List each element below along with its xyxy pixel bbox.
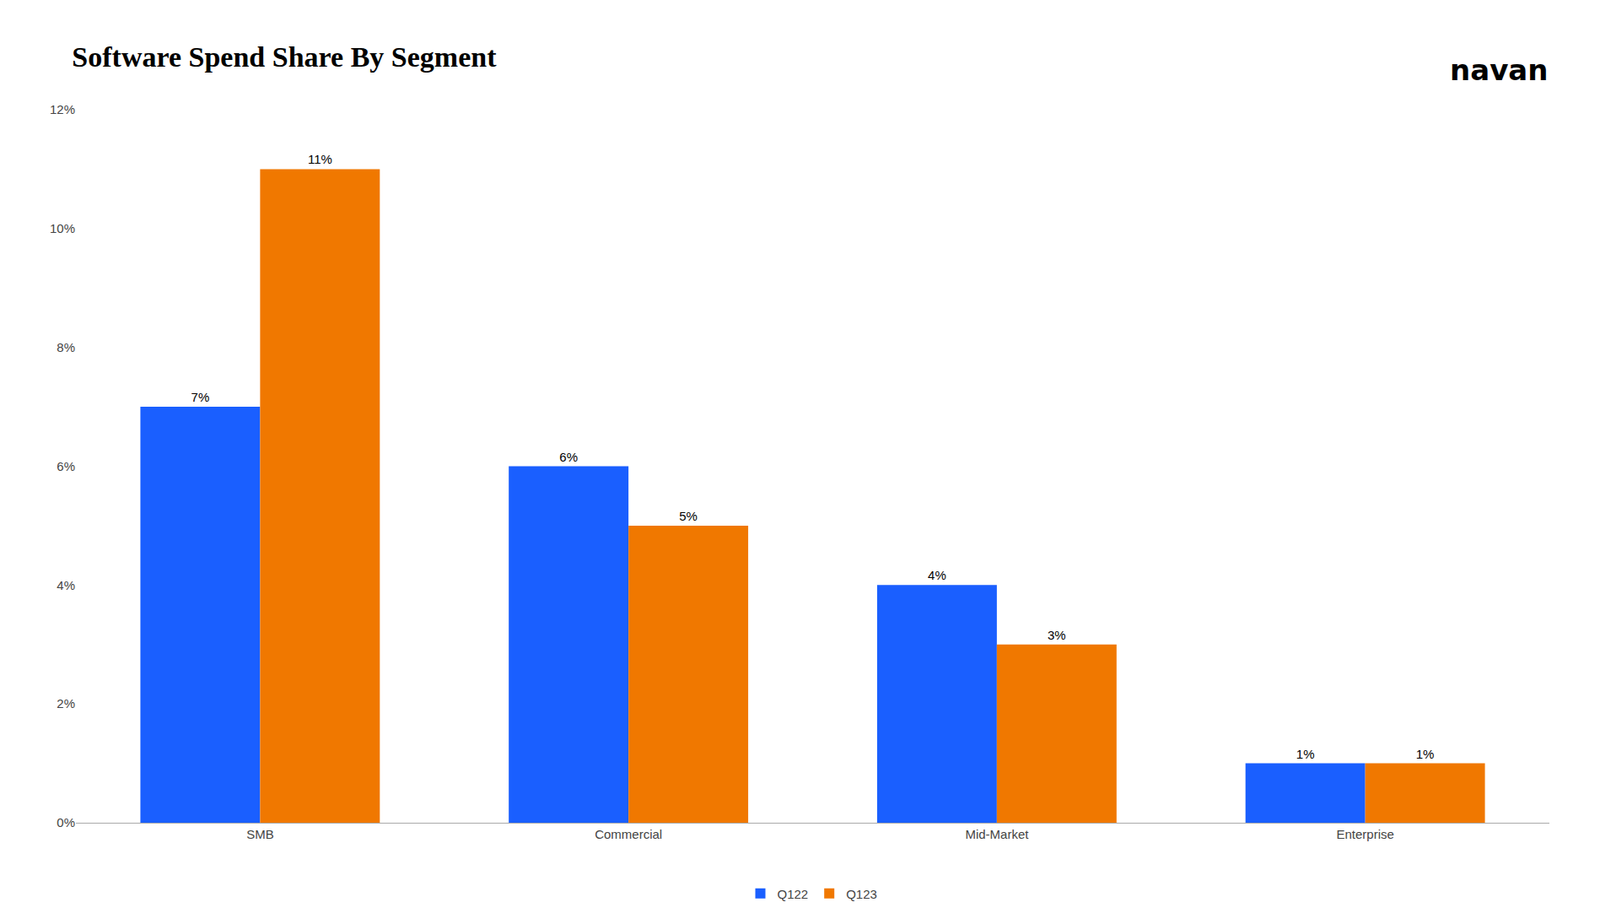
svg-text:6%: 6% bbox=[559, 449, 578, 464]
svg-text:Q122: Q122 bbox=[777, 886, 809, 901]
svg-text:1%: 1% bbox=[1296, 746, 1315, 761]
svg-text:navan: navan bbox=[1449, 53, 1548, 87]
svg-text:4%: 4% bbox=[927, 567, 947, 582]
svg-text:Enterprise: Enterprise bbox=[1336, 826, 1394, 841]
svg-text:2%: 2% bbox=[56, 695, 76, 711]
svg-text:3%: 3% bbox=[1047, 627, 1067, 642]
svg-text:5%: 5% bbox=[678, 508, 698, 523]
svg-text:Commercial: Commercial bbox=[594, 826, 663, 841]
svg-text:Mid-Market: Mid-Market bbox=[964, 826, 1029, 841]
svg-text:12%: 12% bbox=[49, 102, 76, 117]
svg-text:11%: 11% bbox=[307, 151, 333, 167]
svg-text:1%: 1% bbox=[1416, 746, 1435, 761]
svg-text:7%: 7% bbox=[191, 389, 211, 405]
svg-text:8%: 8% bbox=[56, 339, 76, 355]
svg-text:10%: 10% bbox=[49, 220, 76, 236]
svg-text:Software Spend Share By Segmen: Software Spend Share By Segment bbox=[71, 41, 497, 73]
svg-text:6%: 6% bbox=[56, 458, 76, 474]
svg-text:0%: 0% bbox=[56, 814, 76, 830]
svg-text:4%: 4% bbox=[56, 577, 76, 593]
svg-text:Q123: Q123 bbox=[845, 886, 878, 901]
svg-text:SMB: SMB bbox=[246, 826, 275, 841]
